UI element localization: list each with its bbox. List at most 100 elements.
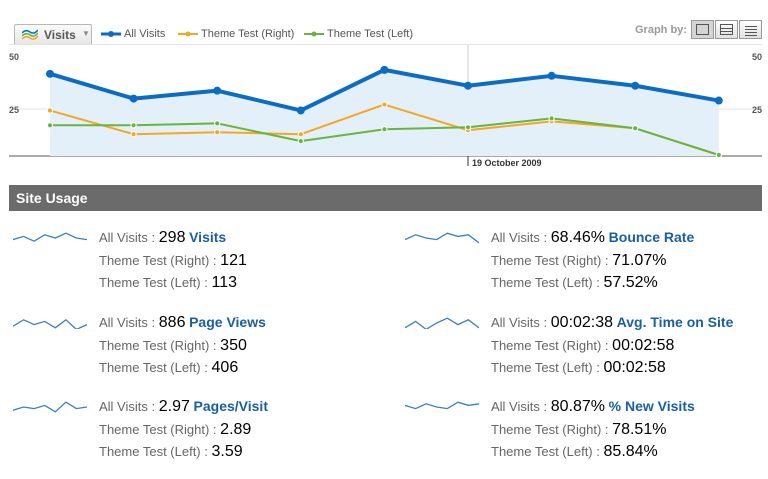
graph-by-month-button[interactable] <box>739 20 762 39</box>
metric-block: All Visits : 80.87% % New Visits Theme Te… <box>405 397 768 479</box>
graph-toolbar: Visits ▼ All Visits Theme Test (Right) T… <box>0 0 768 44</box>
separator: : <box>151 315 156 330</box>
metric-all-row: All Visits : 00:02:38 Avg. Time on Site <box>491 314 733 332</box>
data-point-theme-test-left <box>548 115 555 122</box>
data-point-theme-test-right <box>46 107 54 114</box>
separator: : <box>543 399 548 414</box>
data-point-all-visits <box>547 71 556 80</box>
metric-all-value: 298 <box>158 229 186 246</box>
metric-block: All Visits : 298 Visits Theme Test (Right… <box>13 228 383 310</box>
metric-block: All Visits : 68.46% Bounce Rate Theme Tes… <box>405 228 768 310</box>
legend-all-visits-swatch <box>101 31 121 38</box>
metric-left-row: Theme Test (Left) : 00:02:58 <box>491 359 666 377</box>
sparkline <box>13 401 87 413</box>
metric-block: All Visits : 00:02:38 Avg. Time on Site T… <box>405 313 768 395</box>
visits-line-chart: 50 25 50 25 19 October 2009 <box>9 44 762 166</box>
separator: : <box>596 444 600 459</box>
metric-all-row: All Visits : 68.46% Bounce Rate <box>491 229 694 247</box>
data-point-theme-test-left <box>297 138 304 145</box>
data-point-theme-test-left <box>214 120 221 127</box>
data-point-all-visits <box>296 106 305 115</box>
metric-selector-dropdown[interactable]: Visits ▼ <box>14 24 92 44</box>
metric-all-value: 00:02:38 <box>550 314 614 331</box>
sparkline <box>13 318 87 329</box>
graph-by-day-button[interactable] <box>691 20 714 39</box>
data-point-theme-test-left <box>715 151 722 159</box>
theme-right-label: Theme Test (Right) <box>99 253 210 268</box>
separator: : <box>212 338 217 353</box>
all-visits-label: All Visits <box>491 230 540 245</box>
legend-theme-left: Theme Test (Left) <box>304 28 413 40</box>
theme-left-label: Theme Test (Left) <box>491 275 593 290</box>
line-chart-icon <box>22 29 38 40</box>
legend-theme-right: Theme Test (Right) <box>178 28 294 40</box>
metric-left-row: Theme Test (Left) : 3.59 <box>99 443 243 461</box>
metric-right-value: 350 <box>220 337 247 354</box>
metric-right-value: 00:02:58 <box>612 337 675 354</box>
separator: : <box>151 230 156 245</box>
graph-by-label: Graph by: <box>635 24 687 36</box>
data-point-theme-test-right <box>214 129 221 136</box>
data-point-theme-test-right <box>381 101 388 108</box>
metric-name-link[interactable]: Avg. Time on Site <box>616 314 734 330</box>
all-visits-label: All Visits <box>99 399 148 414</box>
separator: : <box>204 275 208 290</box>
plot-area <box>46 65 723 159</box>
metric-left-value: 85.84% <box>603 443 658 460</box>
metric-left-value: 3.59 <box>211 443 243 460</box>
theme-left-label: Theme Test (Left) <box>491 360 593 375</box>
data-point-theme-test-left <box>632 125 639 132</box>
legend-all-visits-label: All Visits <box>124 28 166 40</box>
separator: : <box>543 230 548 245</box>
graph-by-week-button[interactable] <box>715 20 738 39</box>
data-point-all-visits <box>213 86 222 95</box>
site-usage-header: Site Usage <box>9 185 762 211</box>
metric-right-row: Theme Test (Right) : 78.51% <box>491 421 666 439</box>
calendar-day-icon <box>696 24 709 35</box>
theme-right-label: Theme Test (Right) <box>491 253 602 268</box>
metric-left-value: 57.52% <box>603 274 658 291</box>
all-visits-label: All Visits <box>491 315 540 330</box>
metric-all-row: All Visits : 886 Page Views <box>99 314 266 332</box>
metric-right-row: Theme Test (Right) : 71.07% <box>491 252 666 270</box>
metric-selector-label: Visits <box>44 28 76 42</box>
separator: : <box>151 399 156 414</box>
metric-left-row: Theme Test (Left) : 57.52% <box>491 274 658 292</box>
theme-left-label: Theme Test (Left) <box>99 360 201 375</box>
metric-block: All Visits : 886 Page Views Theme Test (R… <box>13 313 383 395</box>
sparkline <box>13 232 87 242</box>
chevron-down-icon: ▼ <box>82 29 90 38</box>
all-visits-label: All Visits <box>491 399 540 414</box>
metric-all-value: 80.87% <box>550 398 606 415</box>
metric-block: All Visits : 2.97 Pages/Visit Theme Test … <box>13 397 383 479</box>
metric-right-row: Theme Test (Right) : 350 <box>99 337 247 355</box>
data-point-all-visits <box>380 65 389 74</box>
data-point-all-visits <box>46 69 54 78</box>
metric-left-row: Theme Test (Left) : 113 <box>99 274 237 292</box>
calendar-week-icon <box>720 24 733 35</box>
metric-name-link[interactable]: % New Visits <box>608 398 695 414</box>
theme-left-label: Theme Test (Left) <box>491 444 593 459</box>
separator: : <box>204 444 208 459</box>
metric-right-value: 71.07% <box>612 252 667 269</box>
separator: : <box>604 253 609 268</box>
separator: : <box>543 315 548 330</box>
all-visits-label: All Visits <box>99 315 148 330</box>
y-tick-right-50: 50 <box>752 52 762 62</box>
theme-right-label: Theme Test (Right) <box>99 338 210 353</box>
metric-name-link[interactable]: Pages/Visit <box>193 398 268 414</box>
data-point-theme-test-right <box>297 131 304 138</box>
metric-name-link[interactable]: Bounce Rate <box>608 229 695 245</box>
data-point-all-visits <box>714 96 723 105</box>
data-point-theme-test-left <box>46 122 54 129</box>
metric-all-row: All Visits : 80.87% % New Visits <box>491 398 695 416</box>
legend-theme-right-swatch <box>178 31 198 37</box>
metric-left-row: Theme Test (Left) : 85.84% <box>491 443 658 461</box>
separator: : <box>212 253 217 268</box>
separator: : <box>604 338 609 353</box>
metric-name-link[interactable]: Page Views <box>189 314 266 330</box>
y-tick-left-25: 25 <box>9 105 19 115</box>
metric-left-value: 113 <box>211 274 238 291</box>
theme-right-label: Theme Test (Right) <box>491 338 602 353</box>
metric-name-link[interactable]: Visits <box>189 229 227 245</box>
